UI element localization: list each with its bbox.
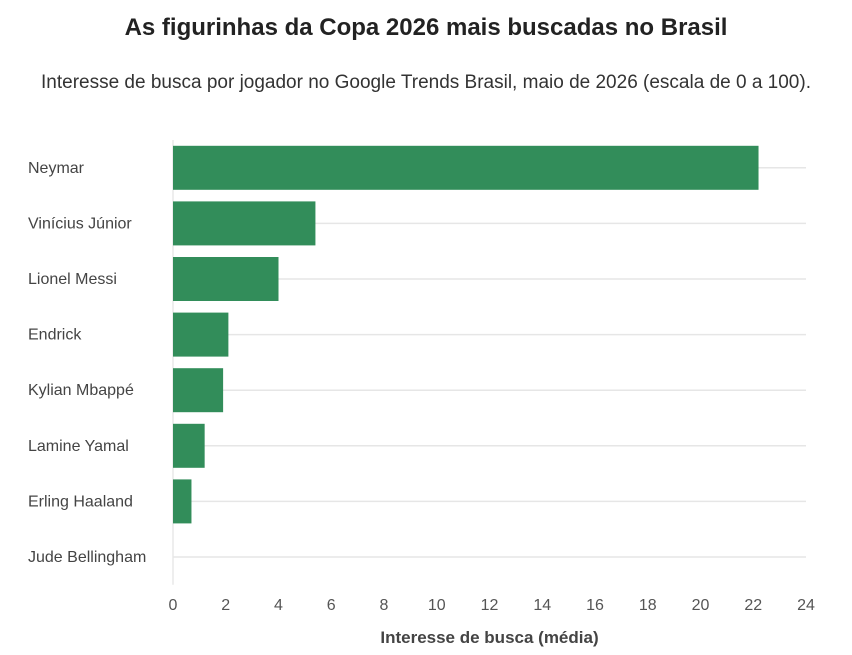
x-tick-labels: 0 2 4 6 8 10 12 14 16 18 20 22 24 xyxy=(169,597,815,614)
x-tick-label: 4 xyxy=(274,597,283,614)
x-tick-label: 14 xyxy=(533,597,551,614)
x-tick-label: 2 xyxy=(221,597,230,614)
category-label: Endrick xyxy=(28,327,82,344)
bar-kylian-mbapp- xyxy=(173,368,224,413)
category-label: Kylian Mbappé xyxy=(28,382,134,399)
category-label: Lamine Yamal xyxy=(28,438,129,455)
x-tick-label: 16 xyxy=(586,597,604,614)
chart-subtitle: Interesse de busca por jogador no Google… xyxy=(41,72,811,93)
x-axis-title: Interesse de busca (média) xyxy=(380,628,598,647)
bars xyxy=(173,145,759,524)
category-label: Neymar xyxy=(28,160,85,177)
x-tick-label: 18 xyxy=(639,597,657,614)
x-tick-label: 20 xyxy=(692,597,710,614)
bar-lamine-yamal xyxy=(173,423,205,468)
x-tick-label: 22 xyxy=(744,597,762,614)
bar-erling-haaland xyxy=(173,479,192,524)
bar-lionel-messi xyxy=(173,257,279,301)
x-tick-label: 10 xyxy=(428,597,446,614)
x-tick-label: 12 xyxy=(481,597,499,614)
bar-vin-cius-j-nior xyxy=(173,201,316,246)
x-tick-label: 8 xyxy=(380,597,389,614)
chart-title: As figurinhas da Copa 2026 mais buscadas… xyxy=(124,14,728,41)
category-labels: Neymar Vinícius Júnior Lionel Messi Endrick… xyxy=(28,160,146,566)
bar-neymar xyxy=(173,145,759,190)
x-tick-label: 24 xyxy=(797,597,815,614)
category-label: Erling Haaland xyxy=(28,493,133,510)
category-label: Jude Bellingham xyxy=(28,549,146,566)
bar-endrick xyxy=(173,312,229,357)
category-label: Vinícius Júnior xyxy=(28,215,132,232)
x-tick-label: 6 xyxy=(327,597,336,614)
category-label: Lionel Messi xyxy=(28,271,117,288)
x-tick-label: 0 xyxy=(169,597,178,614)
